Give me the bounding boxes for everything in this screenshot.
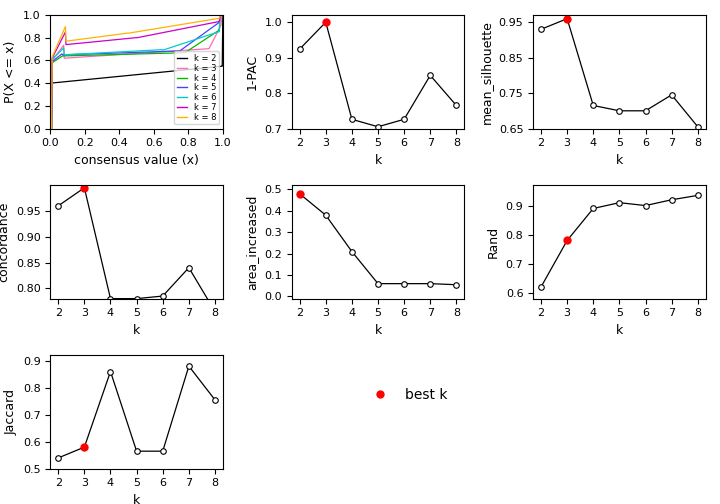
X-axis label: k: k xyxy=(133,324,140,337)
Y-axis label: area_increased: area_increased xyxy=(246,194,258,290)
Y-axis label: P(X <= x): P(X <= x) xyxy=(4,41,17,103)
Y-axis label: concordance: concordance xyxy=(0,202,10,282)
X-axis label: k: k xyxy=(374,324,382,337)
Legend: best k: best k xyxy=(361,383,454,408)
X-axis label: k: k xyxy=(616,154,623,167)
Y-axis label: mean_silhouette: mean_silhouette xyxy=(480,20,493,124)
Legend: k = 2, k = 3, k = 4, k = 5, k = 6, k = 7, k = 8: k = 2, k = 3, k = 4, k = 5, k = 6, k = 7… xyxy=(174,51,219,124)
X-axis label: k: k xyxy=(616,324,623,337)
X-axis label: consensus value (x): consensus value (x) xyxy=(74,154,199,167)
X-axis label: k: k xyxy=(133,494,140,504)
Y-axis label: Jaccard: Jaccard xyxy=(4,389,17,435)
Y-axis label: Rand: Rand xyxy=(487,226,500,258)
X-axis label: k: k xyxy=(374,154,382,167)
Y-axis label: 1-PAC: 1-PAC xyxy=(246,54,258,90)
